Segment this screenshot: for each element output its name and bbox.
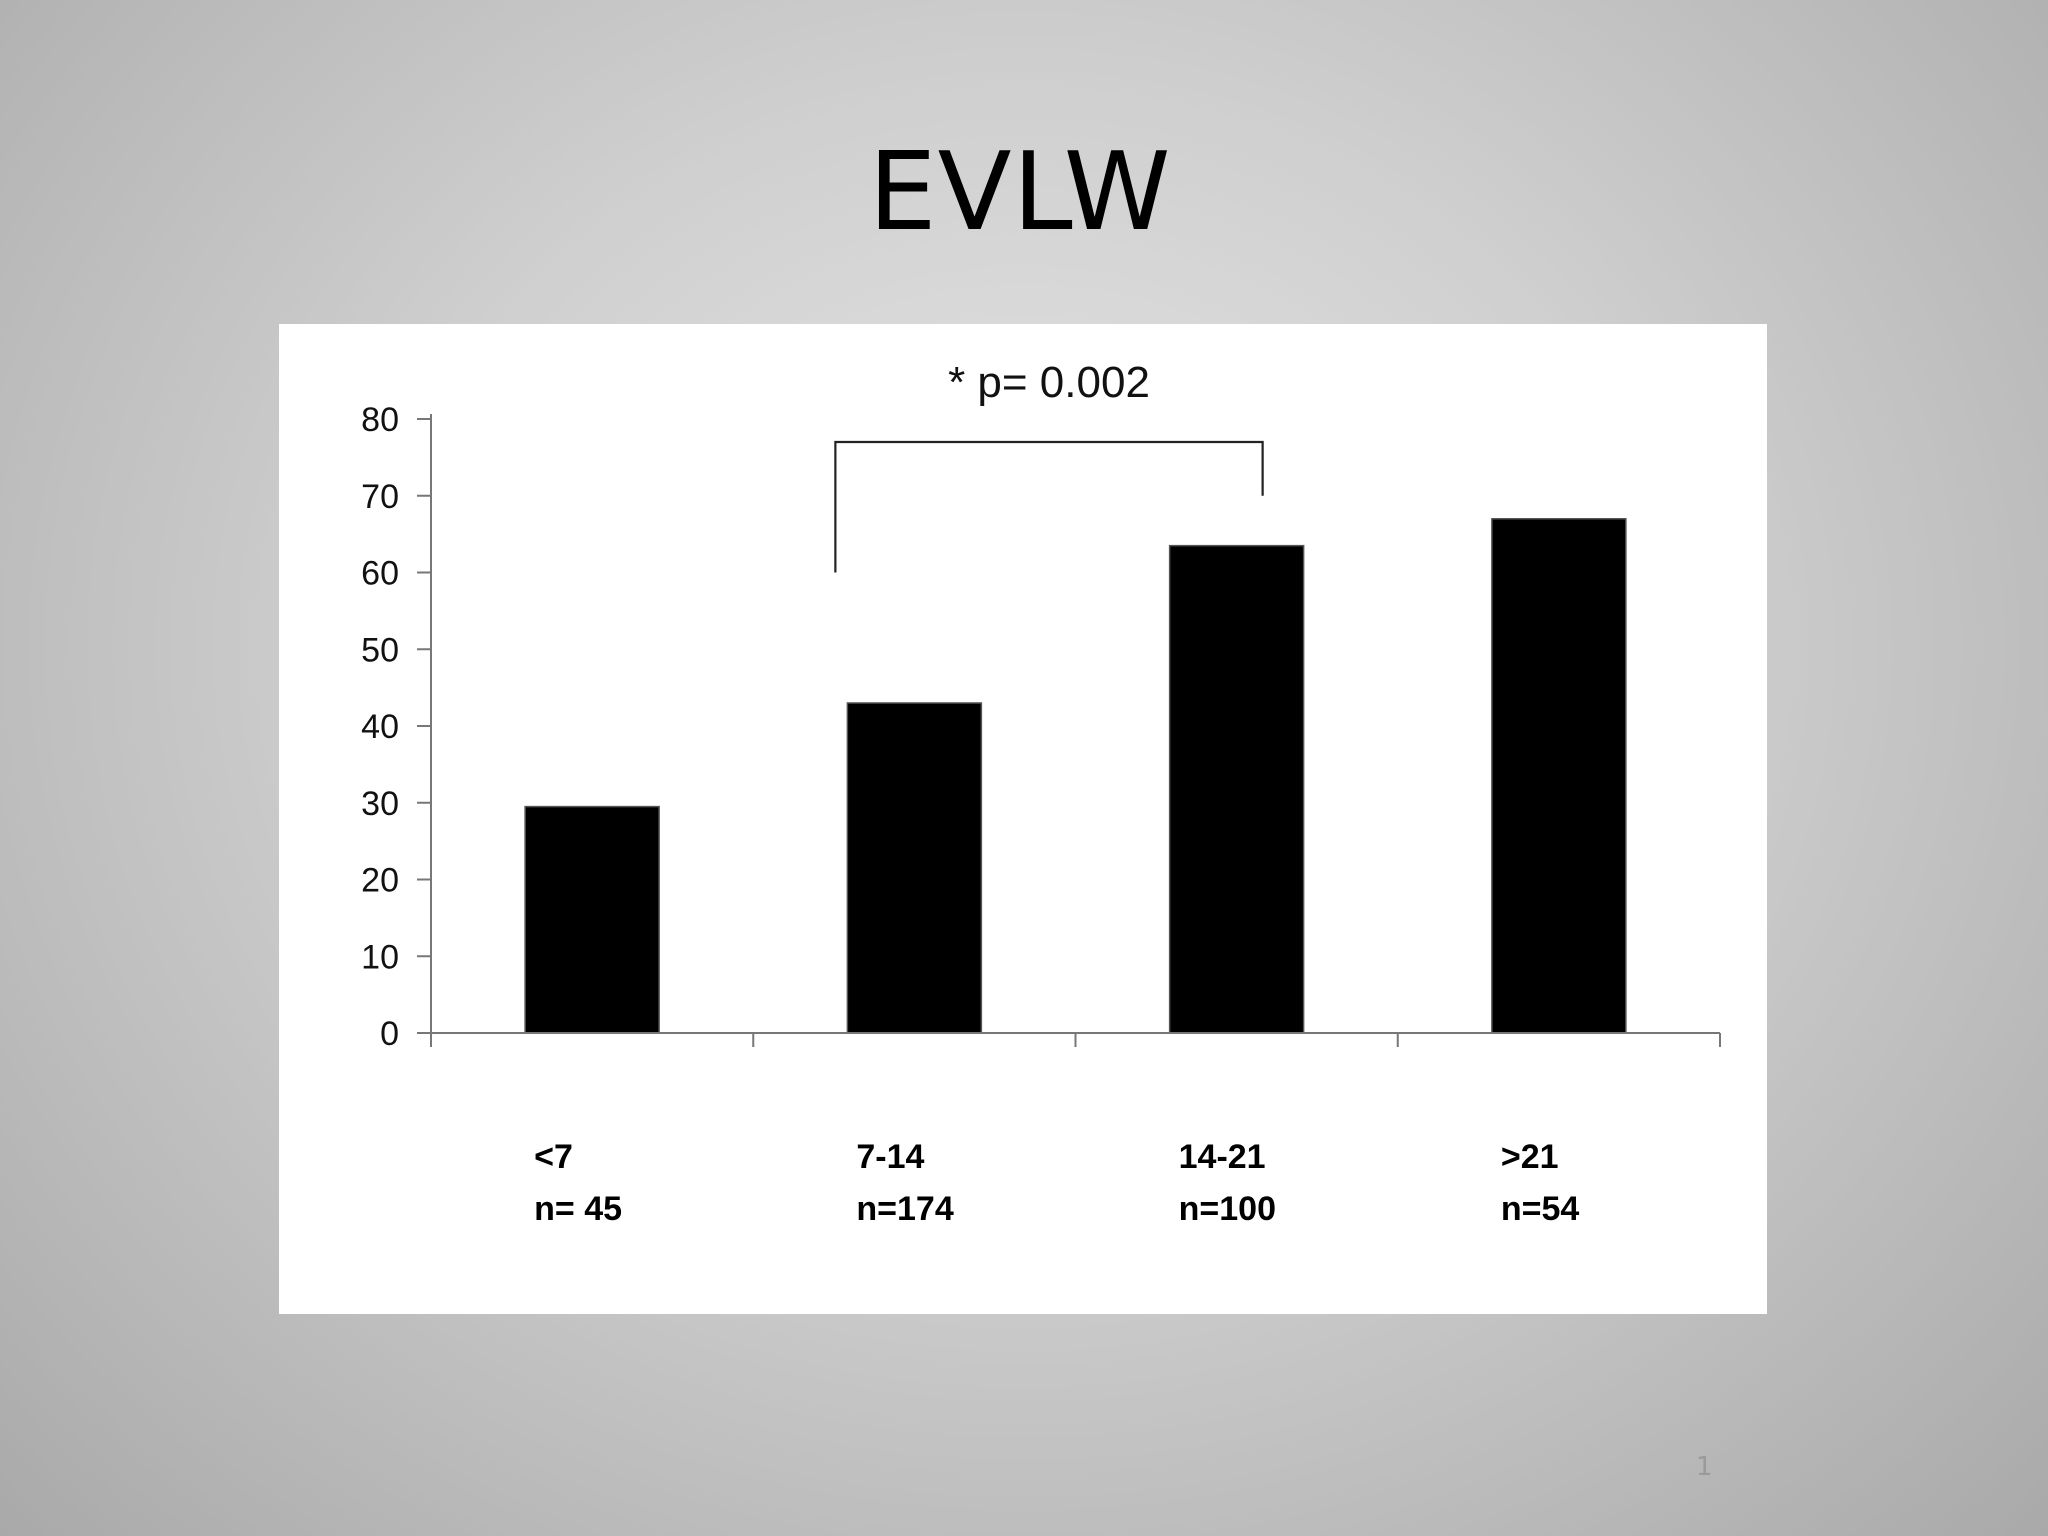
significance-bracket xyxy=(834,440,1264,573)
y-tick-label: 10 xyxy=(361,938,399,976)
y-tick-label: 0 xyxy=(380,1015,399,1053)
bar-3 xyxy=(1168,544,1305,1034)
bar-1 xyxy=(524,805,660,1034)
y-tick-label: 50 xyxy=(361,631,399,669)
bar-2 xyxy=(846,702,983,1034)
y-tick-label: 70 xyxy=(361,478,399,516)
x-category-label: 14-21 xyxy=(1179,1138,1266,1176)
slide-title: EVLW xyxy=(868,130,1172,255)
x-axis-labels: <7 n= 45 7-14 n=174 14-21 n=100 >21 n=54 xyxy=(534,1138,1579,1228)
y-tick-label: 60 xyxy=(361,555,399,593)
y-tick-label: 30 xyxy=(361,785,399,823)
y-tick-label: 40 xyxy=(361,708,399,746)
bars xyxy=(524,518,1627,1034)
bar-4 xyxy=(1491,518,1627,1034)
x-category-label: >21 xyxy=(1501,1138,1559,1176)
x-sample-size-label: n=100 xyxy=(1179,1190,1276,1228)
x-category-label: <7 xyxy=(534,1138,573,1176)
x-sample-size-label: n=54 xyxy=(1501,1190,1580,1228)
x-category-label: 7-14 xyxy=(856,1138,924,1176)
y-axis-ticks: 0 10 20 30 40 50 60 70 80 xyxy=(361,401,431,1053)
y-tick-label: 80 xyxy=(361,401,399,439)
y-tick-label: 20 xyxy=(361,862,399,900)
slide-number: 1 xyxy=(1696,1452,1713,1482)
x-sample-size-label: n= 45 xyxy=(534,1190,622,1228)
axes xyxy=(430,414,1721,1047)
x-sample-size-label: n=174 xyxy=(856,1190,953,1228)
chart-panel: 0 10 20 30 40 50 60 70 80 <7 n= 45 7-14 n=174 14-21 n… xyxy=(279,324,1767,1314)
significance-annotation: * p= 0.002 xyxy=(834,358,1264,573)
bar-chart: 0 10 20 30 40 50 60 70 80 <7 n= 45 7-14 n=174 14-21 n… xyxy=(361,358,1721,1228)
p-value-label: * p= 0.002 xyxy=(948,358,1150,407)
